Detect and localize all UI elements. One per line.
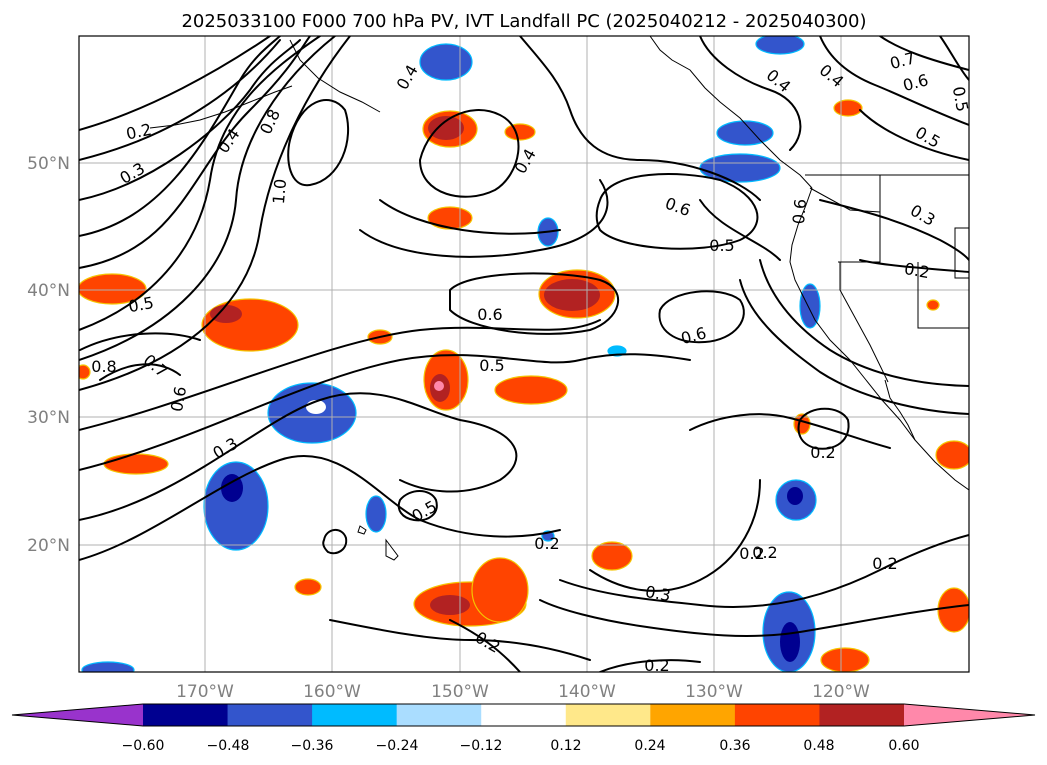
negative-region	[419, 43, 473, 81]
negative-region	[81, 661, 135, 672]
colorbar-tick-label: 0.48	[803, 738, 834, 754]
negative-region	[780, 622, 800, 662]
positive-region	[294, 578, 322, 596]
pv-contours	[79, 36, 969, 672]
colorbar-tick-label: 0.36	[719, 738, 750, 754]
map-panel: 0.2 0.3 0.4 0.8 1.0 0.5 0.8 0.7 0.6 0.3 …	[78, 35, 972, 675]
colorbar-segment	[565, 704, 651, 726]
negative-region	[365, 495, 387, 533]
gridlines	[79, 36, 969, 672]
colorbar-tick-label: −0.36	[291, 738, 334, 754]
negative-region	[716, 120, 774, 146]
positive-region	[935, 440, 969, 470]
positive-region	[103, 453, 169, 475]
contour-label: 0.2	[752, 543, 777, 562]
contour-label: 0.2	[872, 554, 897, 573]
lat-label: 20°N	[27, 536, 70, 556]
positive-region	[79, 364, 91, 380]
map-border	[78, 35, 970, 673]
colorbar-extension-low	[12, 704, 143, 726]
negative-region	[755, 36, 805, 55]
contour-label: 0.2	[124, 120, 153, 144]
contour-label: 0.2	[810, 443, 835, 462]
colorbar-tick-label: −0.24	[376, 738, 419, 754]
positive-region	[937, 587, 969, 633]
contour-label: 0.5	[127, 293, 155, 316]
colorbar-segments	[12, 704, 1035, 726]
positive-region	[79, 273, 147, 305]
chart-title: 2025033100 F000 700 hPa PV, IVT Landfall…	[181, 11, 866, 32]
contour-label: 1.0	[269, 178, 290, 205]
colorbar-outline	[11, 703, 1036, 727]
colorbar-segment	[227, 704, 313, 726]
colorbar: −0.60 −0.48 −0.36 −0.24 −0.12 0.12 0.24 …	[11, 703, 1036, 754]
lat-label: 50°N	[27, 154, 70, 174]
contour-label: 0.2	[644, 656, 669, 675]
positive-region	[428, 116, 464, 140]
lat-label: 40°N	[27, 281, 70, 301]
colorbar-segment	[396, 704, 482, 726]
colorbar-extension-high	[904, 704, 1035, 726]
contour-label: 0.2	[534, 534, 559, 553]
contour-label: 0.3	[644, 582, 672, 605]
negative-region	[203, 461, 269, 551]
positive-region	[504, 123, 536, 141]
coastlines	[149, 36, 969, 561]
colorbar-segment	[312, 704, 398, 726]
lon-label: 150°W	[431, 682, 489, 702]
positive-region	[434, 381, 444, 391]
negative-region	[787, 487, 803, 505]
lon-label: 140°W	[558, 682, 616, 702]
colorbar-segment	[481, 704, 567, 726]
contour-label: 0.5	[479, 356, 504, 375]
colorbar-segment	[734, 704, 820, 726]
lon-label: 120°W	[812, 682, 870, 702]
map-background	[79, 36, 969, 672]
negative-region	[221, 474, 243, 502]
positive-region	[544, 279, 600, 311]
contour-label: 0.8	[91, 357, 116, 376]
colorbar-segment	[143, 704, 229, 726]
colorbar-tick-label: 0.60	[888, 738, 919, 754]
colorbar-tick-labels: −0.60 −0.48 −0.36 −0.24 −0.12 0.12 0.24 …	[122, 738, 920, 754]
colorbar-tick-label: 0.24	[634, 738, 665, 754]
contour-label: 0.6	[789, 198, 810, 225]
negative-region	[799, 283, 821, 329]
contour-label: 0.6	[477, 305, 502, 324]
lon-label: 160°W	[303, 682, 361, 702]
contour-label: 0.6	[167, 385, 190, 413]
positive-region	[201, 298, 299, 352]
colorbar-tick-label: −0.12	[460, 738, 503, 754]
contour-label: 0.5	[709, 236, 734, 255]
colorbar-segment	[819, 704, 905, 726]
lon-label: 170°W	[176, 682, 234, 702]
latitude-labels: 50°N 40°N 30°N 20°N	[27, 154, 70, 556]
positive-region	[926, 299, 940, 311]
lat-label: 30°N	[27, 408, 70, 428]
contour-label: 0.2	[903, 259, 931, 282]
positive-region	[427, 206, 473, 230]
positive-region	[833, 99, 863, 117]
colorbar-tick-label: −0.48	[207, 738, 250, 754]
colorbar-tick-label: 0.12	[550, 738, 581, 754]
contour-label: 0.2	[739, 544, 764, 563]
positive-region	[471, 557, 529, 623]
contour-label: 0.5	[949, 85, 972, 113]
positive-region	[820, 647, 870, 672]
positive-region	[591, 541, 633, 571]
longitude-labels: 170°W 160°W 150°W 140°W 130°W 120°W	[176, 682, 870, 702]
positive-region	[430, 595, 470, 615]
colorbar-tick-label: −0.60	[122, 738, 165, 754]
colorbar-segment	[650, 704, 736, 726]
positive-region	[210, 305, 242, 323]
lon-label: 130°W	[685, 682, 743, 702]
positive-region	[494, 375, 568, 405]
